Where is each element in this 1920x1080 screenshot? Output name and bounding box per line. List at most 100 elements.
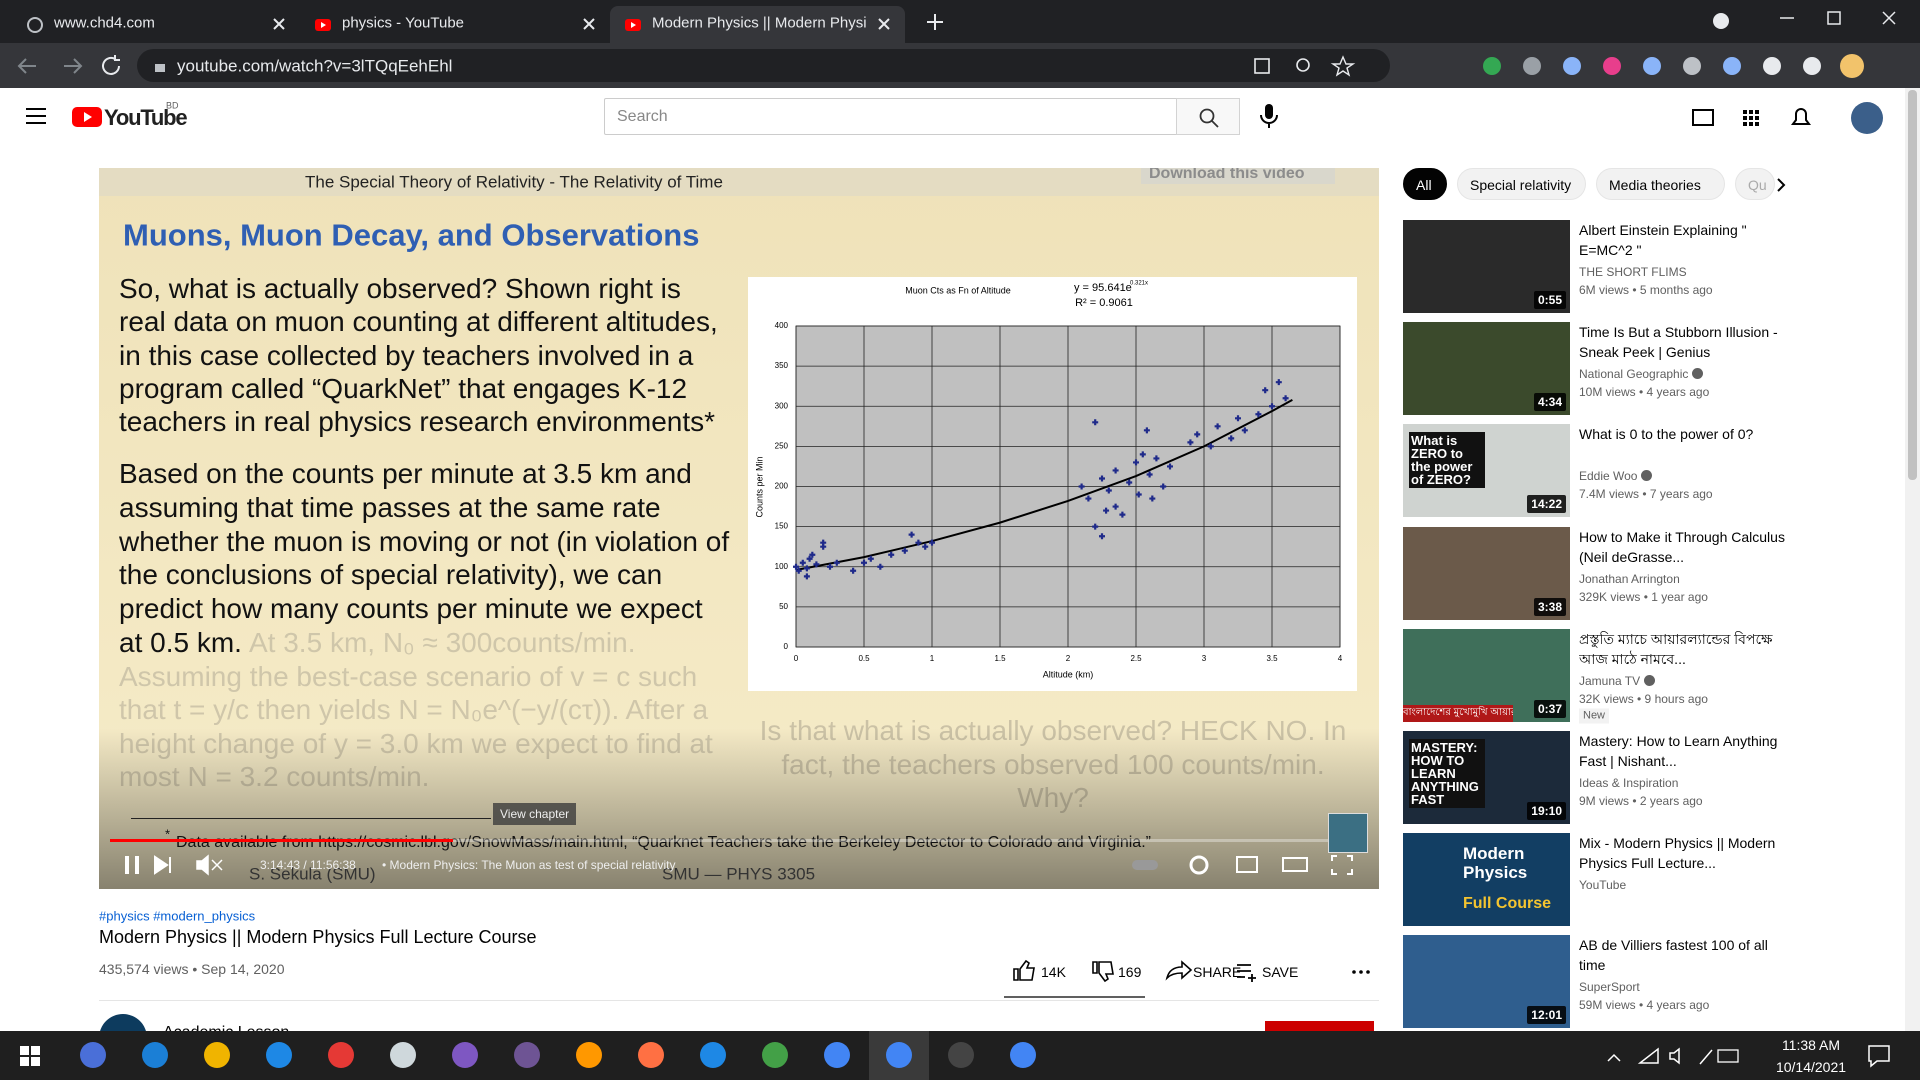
share-button[interactable]: SHARE: [1193, 964, 1242, 980]
dislike-count[interactable]: 169: [1118, 964, 1142, 980]
subscribe-button[interactable]: [1265, 1021, 1374, 1031]
rec-title[interactable]: Time Is But a Stubborn Illusion - Sneak …: [1579, 324, 1778, 361]
autoplay-toggle[interactable]: [1132, 860, 1158, 870]
download-button[interactable]: Download this video: [1141, 168, 1335, 184]
rec-title[interactable]: Albert Einstein Explaining " E=MC^2 ": [1579, 222, 1747, 258]
notifications[interactable]: [1867, 1044, 1891, 1068]
settings[interactable]: [1189, 855, 1209, 875]
taskbar-app[interactable]: [576, 1042, 602, 1068]
more-dot[interactable]: [1352, 970, 1356, 974]
recommendation[interactable]: What is ZERO to the power of ZERO? 14:22 W…: [1403, 424, 1903, 520]
pen[interactable]: [1699, 1049, 1713, 1065]
menu-button[interactable]: [25, 107, 47, 125]
thumbnail[interactable]: বাংলাদেশের মুখোমুখি আয়ারল্যান্ড 0:37: [1403, 628, 1570, 722]
taskbar-app[interactable]: [328, 1042, 354, 1068]
start-button[interactable]: [20, 1046, 40, 1066]
extension-icon[interactable]: [1483, 57, 1501, 75]
taskbar-app[interactable]: [824, 1042, 850, 1068]
clock-time[interactable]: 11:38 AM: [1781, 1037, 1841, 1053]
recommendation[interactable]: MASTERY: HOW TO LEARN ANYTHING FAST 19:10…: [1403, 731, 1903, 827]
channel-name[interactable]: Academic Lesson: [163, 1025, 289, 1032]
volume[interactable]: [1669, 1047, 1680, 1065]
filter-chip[interactable]: Media theories: [1596, 168, 1725, 200]
extension-icon[interactable]: [1603, 57, 1621, 75]
more-dot[interactable]: [1366, 970, 1370, 974]
fullscreen[interactable]: [1331, 855, 1353, 875]
rec-title[interactable]: Mastery: How to Learn Anything Fast | Ni…: [1579, 733, 1778, 769]
next[interactable]: [154, 855, 171, 875]
thumbnail[interactable]: 12:01: [1403, 935, 1570, 1029]
taskbar-app[interactable]: [452, 1042, 478, 1068]
thumbnail[interactable]: 3:38: [1403, 526, 1570, 620]
share-icon[interactable]: [1165, 960, 1193, 981]
save-icon[interactable]: [1237, 964, 1256, 982]
taskbar-app[interactable]: [266, 1042, 292, 1068]
bell[interactable]: [1791, 108, 1811, 125]
rec-title[interactable]: Mix - Modern Physics || Modern Physics F…: [1579, 835, 1776, 872]
clock-date[interactable]: 10/14/2021: [1775, 1059, 1847, 1075]
search-box[interactable]: Search: [604, 98, 1177, 135]
thumbnail[interactable]: 0:55: [1403, 220, 1570, 313]
mic-button[interactable]: [1256, 102, 1282, 132]
browser-tab[interactable]: physics - YouTube: [300, 6, 610, 43]
thumbnail[interactable]: Modern Physics Full Course: [1403, 833, 1570, 927]
recommendation[interactable]: 4:34 Time Is But a Stubborn Illusion - Sn…: [1403, 322, 1903, 418]
new-tab[interactable]: [926, 13, 944, 31]
extension-icon[interactable]: [1643, 57, 1661, 75]
taskbar-app[interactable]: [700, 1042, 726, 1068]
browser-tab[interactable]: Modern Physics || Modern Physic: [610, 6, 905, 43]
pause[interactable]: [125, 856, 139, 874]
rec-title[interactable]: প্রস্তুতি ম্যাচে আয়ারল্যান্ডের বিপক্ষে …: [1579, 630, 1773, 667]
more-dot[interactable]: [1359, 970, 1363, 974]
mute[interactable]: [196, 854, 223, 876]
filter-chip[interactable]: Special relativity: [1457, 168, 1586, 200]
create-icon[interactable]: [1692, 109, 1714, 126]
taskbar-app[interactable]: [638, 1042, 664, 1068]
dislike-icon[interactable]: [1092, 961, 1114, 983]
yt-logo-icon[interactable]: [72, 106, 102, 128]
taskbar-app[interactable]: [390, 1042, 416, 1068]
taskbar-app[interactable]: [886, 1042, 912, 1068]
recommendation[interactable]: 0:55 Albert Einstein Explaining " E=MC^2 …: [1403, 220, 1903, 316]
extension-icon[interactable]: [1763, 57, 1781, 75]
rec-title[interactable]: What is 0 to the power of 0?: [1579, 426, 1754, 443]
browser-tab[interactable]: www.chd4.com: [12, 6, 300, 43]
rec-title[interactable]: AB de Villiers fastest 100 of all time: [1579, 937, 1768, 974]
video-player[interactable]: The Special Theory of Relativity - The R…: [99, 168, 1379, 889]
recommendation[interactable]: Modern Physics Full Course Mix - Modern Ph…: [1403, 833, 1903, 929]
view-chapter[interactable]: View chapter: [493, 803, 577, 825]
taskbar-app[interactable]: [204, 1042, 230, 1068]
rec-title[interactable]: How to Make it Through Calculus (Neil de…: [1579, 528, 1785, 565]
progress-bar[interactable]: [110, 839, 1368, 842]
filter-chip[interactable]: Qu: [1735, 168, 1775, 200]
tray-chevron[interactable]: [1607, 1053, 1621, 1062]
tab-close[interactable]: [272, 17, 286, 31]
like-count[interactable]: 14K: [1041, 964, 1066, 980]
taskbar-app[interactable]: [762, 1042, 788, 1068]
save-button[interactable]: SAVE: [1262, 964, 1299, 980]
miniplayer[interactable]: [1236, 856, 1258, 873]
taskbar-app[interactable]: [142, 1042, 168, 1068]
extension-icon[interactable]: [1523, 57, 1541, 75]
taskbar-app[interactable]: [80, 1042, 106, 1068]
search-button[interactable]: [1176, 98, 1240, 135]
network[interactable]: [1637, 1047, 1659, 1064]
tab-close[interactable]: [582, 17, 596, 31]
hashtags[interactable]: #physics #modern_physics: [99, 908, 256, 924]
extension-icon[interactable]: [1723, 57, 1741, 75]
taskbar-app[interactable]: [1010, 1042, 1036, 1068]
extension-icon[interactable]: [1683, 57, 1701, 75]
recommendation[interactable]: বাংলাদেশের মুখোমুখি আয়ারল্যান্ড 0:37 প্রস…: [1403, 628, 1903, 725]
filter-chip[interactable]: All: [1403, 168, 1447, 200]
chip-next[interactable]: [1773, 176, 1789, 194]
extension-icon[interactable]: [1803, 57, 1821, 75]
chapter-title[interactable]: • Modern Physics: The Muon as test of sp…: [382, 858, 676, 872]
tab-close[interactable]: [877, 17, 891, 31]
scroll-thumb[interactable]: [1908, 90, 1917, 480]
avatar[interactable]: [1851, 102, 1883, 134]
like-icon[interactable]: [1013, 959, 1035, 981]
extension-icon[interactable]: [1840, 54, 1864, 78]
omnibox[interactable]: youtube.com/watch?v=3lTQqEehEhl: [137, 49, 1390, 82]
theater[interactable]: [1282, 857, 1308, 872]
thumbnail[interactable]: MASTERY: HOW TO LEARN ANYTHING FAST 19:10: [1403, 731, 1570, 824]
